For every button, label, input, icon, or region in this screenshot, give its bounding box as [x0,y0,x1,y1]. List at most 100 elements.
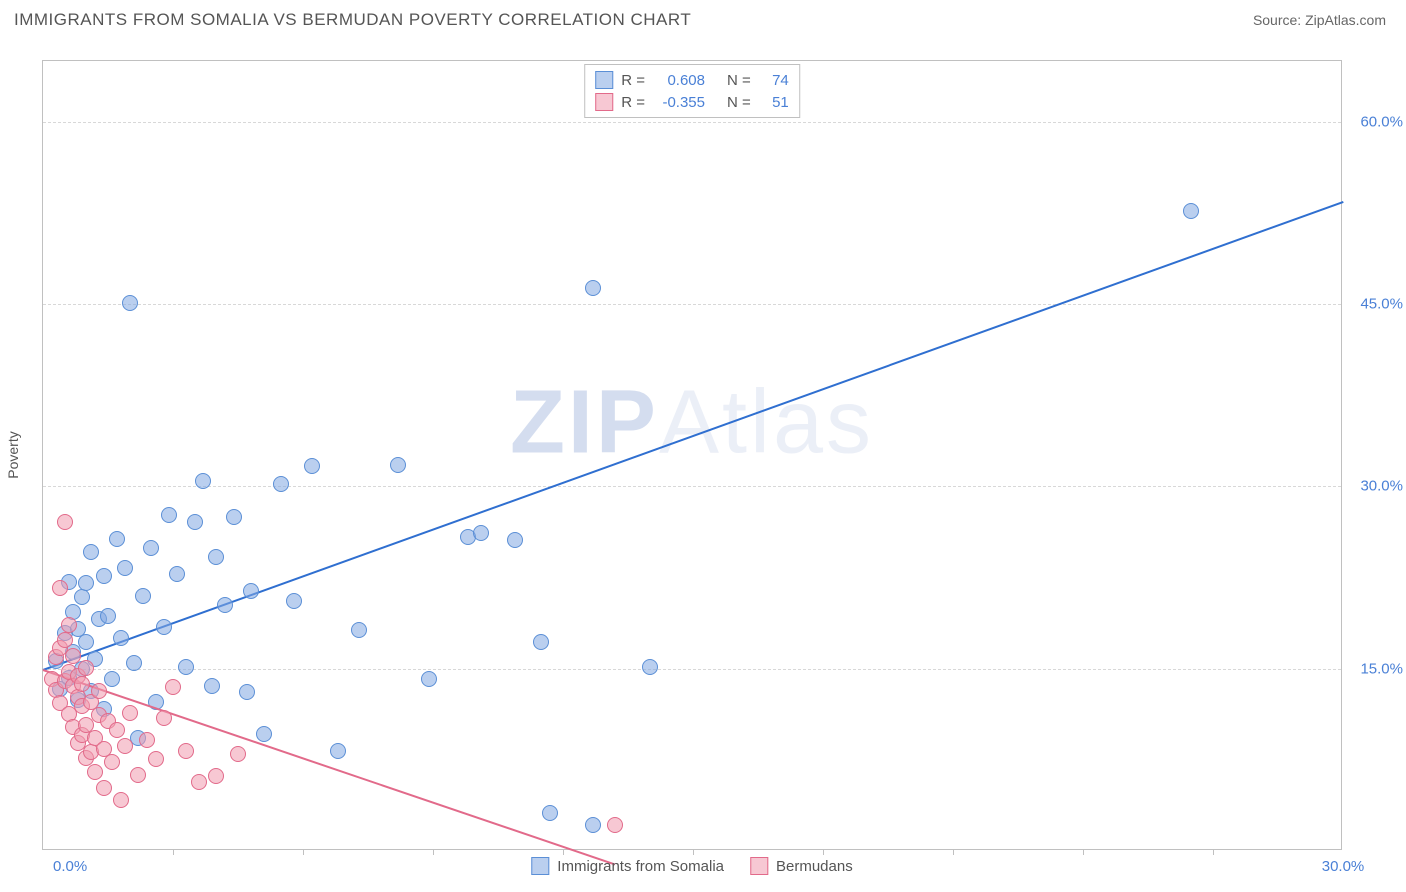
data-point [122,295,138,311]
data-point [330,743,346,759]
data-point [230,746,246,762]
data-point [161,507,177,523]
data-point [74,676,90,692]
x-tick-mark [173,849,174,855]
grid-line [43,304,1341,305]
data-point [208,549,224,565]
data-point [117,738,133,754]
data-point [273,476,289,492]
data-point [78,575,94,591]
data-point [421,671,437,687]
data-point [256,726,272,742]
x-tick-label: 0.0% [53,858,87,875]
data-point [473,525,489,541]
legend-label: Bermudans [776,858,853,875]
legend-item: Bermudans [750,857,853,875]
data-point [195,473,211,489]
data-point [91,683,107,699]
legend-stats: R =0.608N =74R =-0.355N =51 [584,64,800,118]
legend-stat-row: R =0.608N =74 [595,69,789,91]
y-tick-label: 30.0% [1360,478,1403,495]
data-point [104,754,120,770]
data-point [390,457,406,473]
data-point [100,608,116,624]
data-point [542,805,558,821]
data-point [109,531,125,547]
grid-line [43,486,1341,487]
data-point [52,580,68,596]
data-point [642,659,658,675]
data-point [1183,203,1199,219]
data-point [191,774,207,790]
data-point [122,705,138,721]
data-point [78,634,94,650]
data-point [65,648,81,664]
source-name: ZipAtlas.com [1305,12,1386,28]
y-tick-label: 60.0% [1360,113,1403,130]
data-point [239,684,255,700]
data-point [113,630,129,646]
data-point [96,568,112,584]
source-label: Source: ZipAtlas.com [1253,12,1386,28]
x-tick-mark [563,849,564,855]
trend-line-0 [43,201,1344,671]
data-point [585,280,601,296]
legend-item: Immigrants from Somalia [531,857,724,875]
legend-series: Immigrants from Somalia Bermudans [531,857,852,875]
x-tick-mark [953,849,954,855]
legend-swatch [531,857,549,875]
chart-title: IMMIGRANTS FROM SOMALIA VS BERMUDAN POVE… [14,10,691,30]
data-point [165,679,181,695]
data-point [204,678,220,694]
data-point [533,634,549,650]
y-tick-label: 45.0% [1360,296,1403,313]
y-tick-label: 15.0% [1360,660,1403,677]
x-tick-label: 30.0% [1322,858,1365,875]
data-point [607,817,623,833]
x-tick-mark [303,849,304,855]
data-point [74,589,90,605]
data-point [226,509,242,525]
data-point [87,764,103,780]
data-point [208,768,224,784]
data-point [148,751,164,767]
legend-swatch [750,857,768,875]
data-point [117,560,133,576]
data-point [286,593,302,609]
x-tick-mark [1213,849,1214,855]
data-point [57,632,73,648]
x-tick-mark [433,849,434,855]
data-point [126,655,142,671]
data-point [78,660,94,676]
chart-container: Poverty ZIPAtlas 15.0%30.0%45.0%60.0%0.0… [42,60,1342,850]
trend-line-1 [43,669,616,865]
x-tick-mark [823,849,824,855]
data-point [351,622,367,638]
data-point [104,671,120,687]
data-point [169,566,185,582]
data-point [217,597,233,613]
data-point [57,514,73,530]
legend-swatch [595,93,613,111]
data-point [109,722,125,738]
data-point [135,588,151,604]
grid-line [43,669,1341,670]
data-point [130,767,146,783]
data-point [507,532,523,548]
grid-line [43,122,1341,123]
data-point [178,743,194,759]
x-tick-mark [693,849,694,855]
legend-swatch [595,71,613,89]
data-point [113,792,129,808]
data-point [61,617,77,633]
data-point [139,732,155,748]
data-point [304,458,320,474]
data-point [585,817,601,833]
y-axis-label: Poverty [5,431,21,478]
data-point [187,514,203,530]
data-point [143,540,159,556]
data-point [178,659,194,675]
plot-area: 15.0%30.0%45.0%60.0%0.0%30.0% [43,61,1341,849]
header: IMMIGRANTS FROM SOMALIA VS BERMUDAN POVE… [0,0,1406,36]
x-tick-mark [1083,849,1084,855]
